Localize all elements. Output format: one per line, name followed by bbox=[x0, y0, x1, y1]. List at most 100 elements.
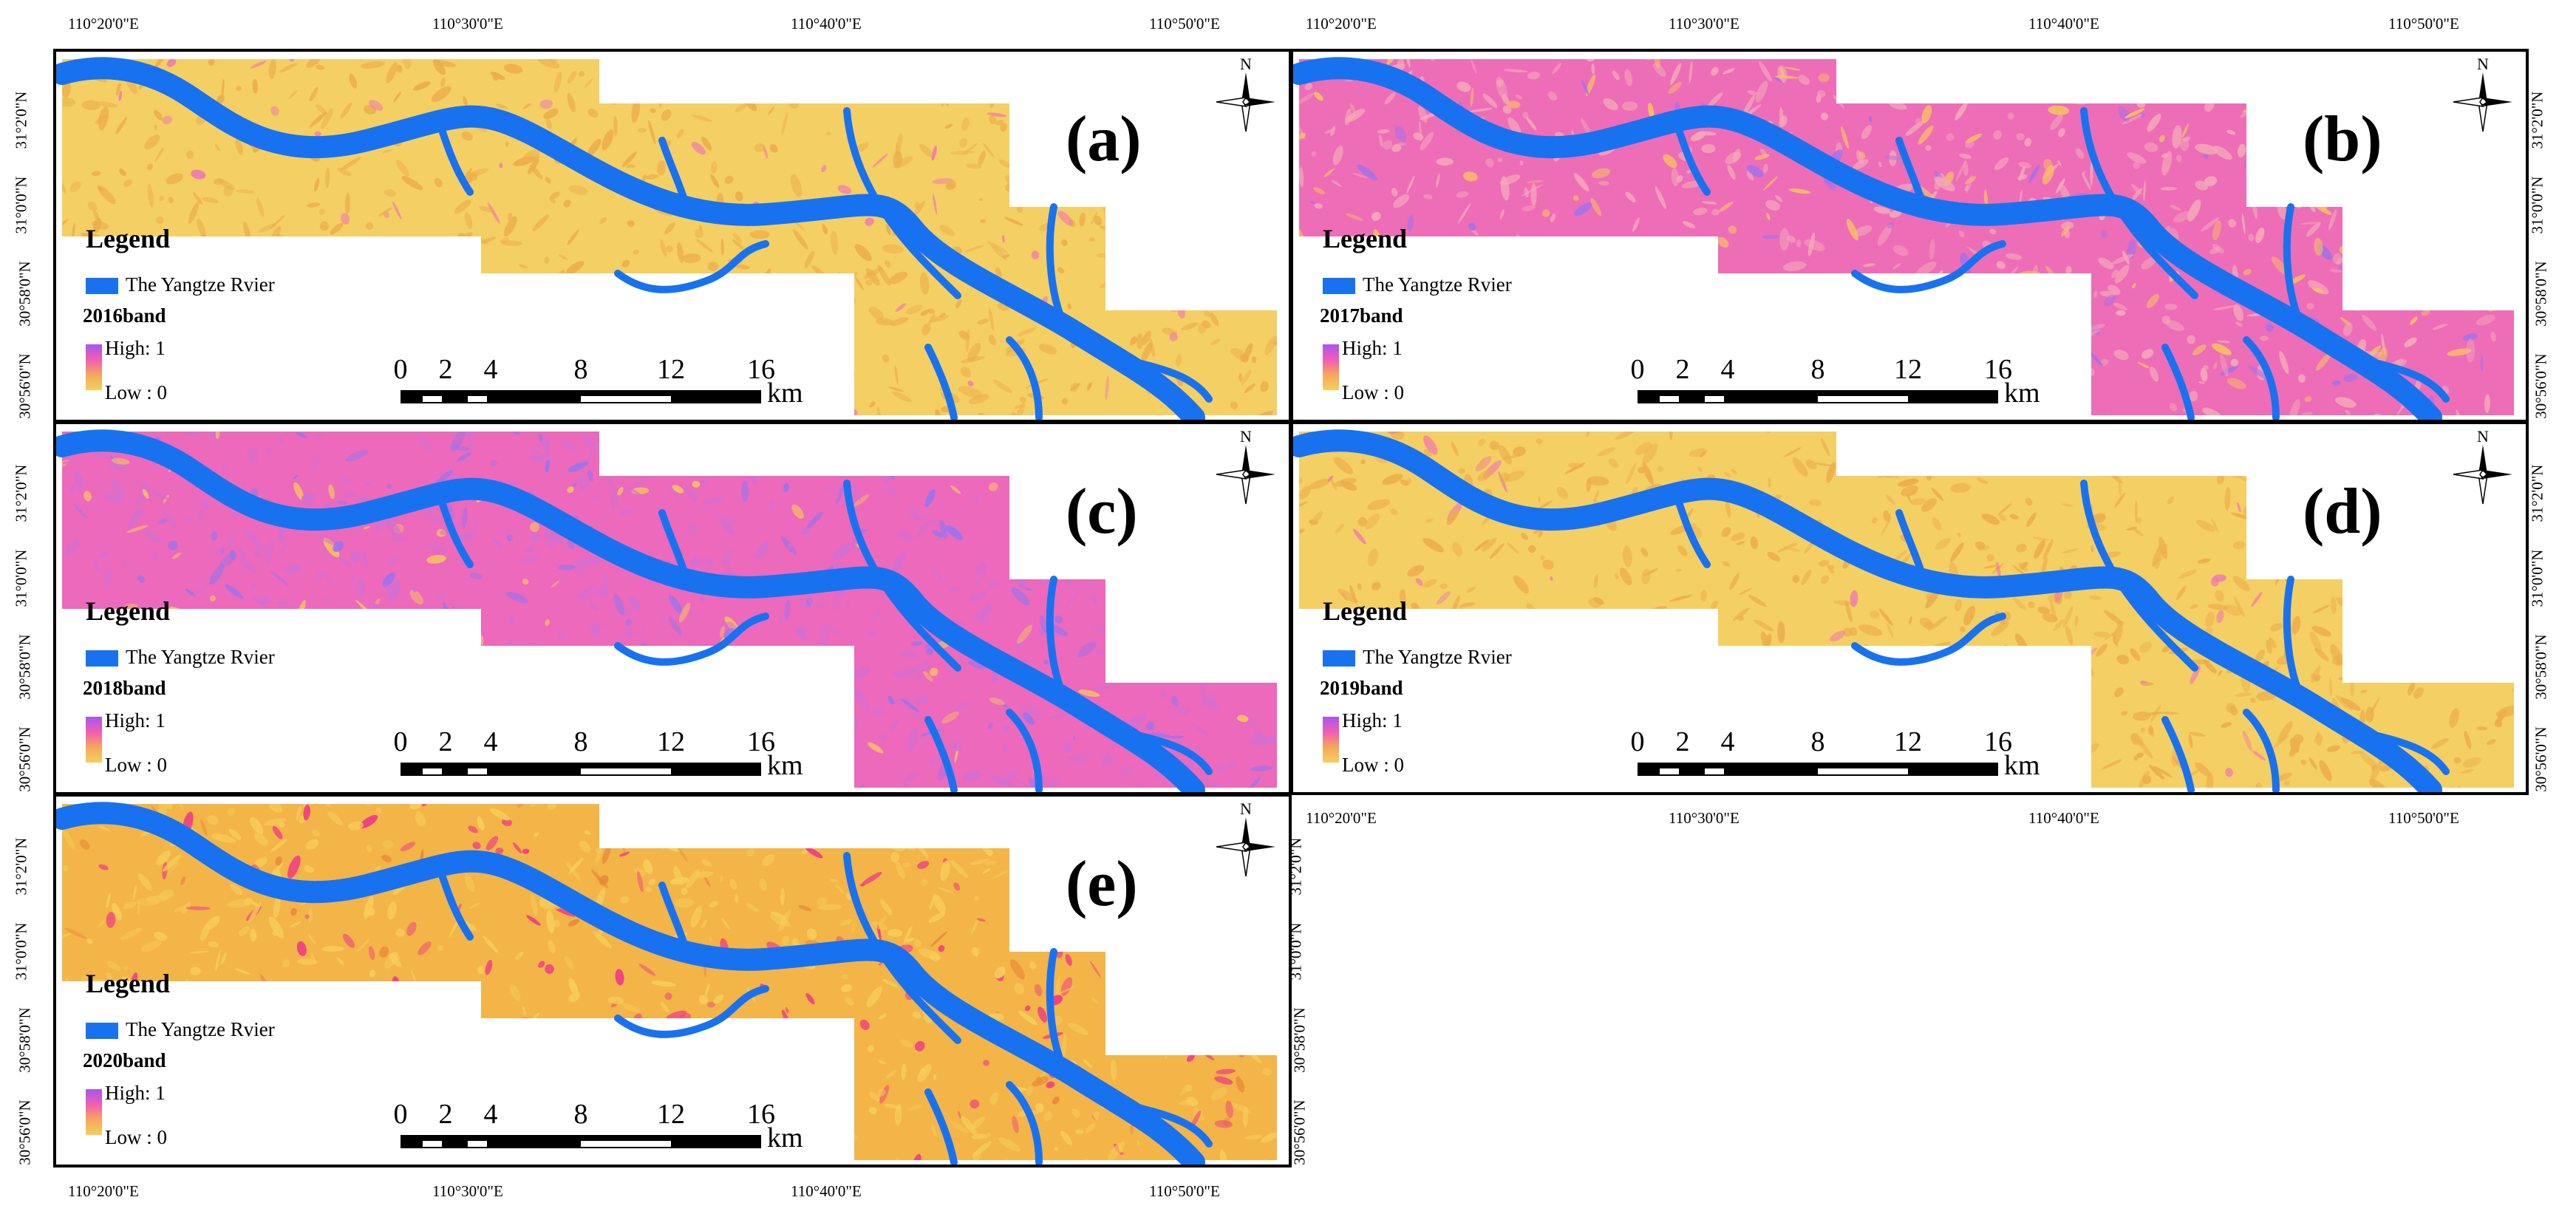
scale-bar-segment bbox=[581, 396, 671, 402]
color-ramp bbox=[1323, 344, 1339, 390]
svg-text:N: N bbox=[2477, 56, 2489, 73]
map-panel-b: (b) N Legend The Yangtze Rvier 2017band … bbox=[1290, 49, 2529, 423]
tributary bbox=[1046, 203, 1065, 321]
scale-bar-segment bbox=[581, 1141, 671, 1147]
left-lat-row2-1: 31°2'0"N bbox=[12, 464, 30, 522]
panel-label: (b) bbox=[2303, 103, 2382, 175]
legend-title: Legend bbox=[1323, 596, 1408, 626]
high-label: High: 1 bbox=[105, 337, 166, 359]
river-swatch bbox=[86, 1023, 118, 1039]
right-lat-row1-1: 31°2'0"N bbox=[2528, 91, 2546, 149]
right-lat-row1-2: 31°0'0"N bbox=[2528, 176, 2546, 234]
tributary bbox=[2243, 336, 2280, 420]
svg-text:N: N bbox=[1240, 429, 1252, 446]
left-lat-row3-1: 31°2'0"N bbox=[12, 837, 30, 896]
band-label: 2020band bbox=[83, 1049, 166, 1071]
svg-text:N: N bbox=[2477, 429, 2489, 446]
scale-tick-label: 2 bbox=[438, 1099, 453, 1130]
high-label: High: 1 bbox=[1342, 337, 1403, 359]
top-lon-label-6: 110°30'0"E bbox=[1669, 15, 1740, 33]
river-label: The Yangtze Rvier bbox=[126, 1018, 275, 1040]
low-label: Low : 0 bbox=[1342, 381, 1404, 403]
scale-tick-label: 12 bbox=[1894, 354, 1922, 385]
scale-tick-label: 8 bbox=[573, 1099, 588, 1130]
scale-bar-segment bbox=[423, 768, 442, 774]
raster-map bbox=[56, 57, 1277, 420]
tributary bbox=[2243, 709, 2280, 792]
right-lat-row3-4: 30°56'0"N bbox=[1290, 1100, 1309, 1165]
scale-tick-label: 2 bbox=[1675, 354, 1690, 385]
tributary bbox=[1674, 122, 1711, 196]
tributary bbox=[1131, 1103, 1213, 1148]
tributary bbox=[843, 852, 961, 1044]
legend-title: Legend bbox=[86, 596, 171, 626]
tributary bbox=[437, 494, 474, 568]
scale-bar-segment bbox=[1818, 768, 1908, 774]
scale-tick-label: 0 bbox=[1630, 726, 1645, 757]
high-label: High: 1 bbox=[1342, 709, 1403, 732]
tributary bbox=[614, 985, 769, 1038]
legend-title: Legend bbox=[86, 224, 171, 253]
bot-lon-label-1: 110°20'0"E bbox=[68, 1182, 139, 1200]
right-lat-row2-4: 30°56'0"N bbox=[2532, 726, 2550, 792]
left-lat-row2-3: 30°58'0"N bbox=[16, 634, 34, 700]
tributary bbox=[843, 480, 961, 672]
scale-tick-label: 4 bbox=[1720, 726, 1735, 757]
panel-label: (e) bbox=[1066, 848, 1138, 920]
tributary bbox=[924, 1088, 958, 1165]
scale-tick-label: 8 bbox=[1810, 354, 1825, 385]
color-ramp bbox=[86, 717, 102, 763]
scale-bar-segment bbox=[1705, 396, 1724, 402]
legend-title: Legend bbox=[1323, 224, 1408, 253]
yangtze-river bbox=[56, 429, 1205, 792]
low-label: Low : 0 bbox=[105, 381, 167, 403]
right-lat-row2-2: 31°0'0"N bbox=[2528, 549, 2546, 607]
scale-tick-label: 0 bbox=[393, 1099, 408, 1130]
tributary bbox=[1895, 509, 1925, 576]
river-swatch bbox=[86, 650, 118, 667]
scale-tick-label: 4 bbox=[483, 1099, 498, 1130]
yangtze-river bbox=[1293, 57, 2442, 420]
scale-bar-segment bbox=[1705, 768, 1724, 774]
scale-bar-segment bbox=[1818, 396, 1908, 402]
tributary bbox=[1006, 1081, 1043, 1165]
mid-lon-label-4: 110°50'0"E bbox=[2388, 809, 2459, 827]
top-lon-label-1: 110°20'0"E bbox=[68, 15, 139, 33]
legend-title: Legend bbox=[86, 969, 171, 998]
raster-map bbox=[56, 429, 1277, 792]
tributary bbox=[437, 122, 474, 196]
tributary bbox=[658, 137, 688, 203]
tributary bbox=[2368, 731, 2450, 775]
tributary bbox=[1851, 240, 2006, 293]
right-lat-row3-3: 30°58'0"N bbox=[1290, 1007, 1309, 1073]
right-lat-row2-1: 31°2'0"N bbox=[2528, 464, 2546, 522]
scale-bar-segment bbox=[468, 768, 487, 774]
top-lon-label-7: 110°40'0"E bbox=[2028, 15, 2099, 33]
scale-tick-label: 12 bbox=[1894, 726, 1922, 757]
scale-bar-segment bbox=[468, 396, 487, 402]
left-lat-row3-4: 30°56'0"N bbox=[16, 1100, 34, 1165]
tributary bbox=[924, 716, 958, 792]
river-label: The Yangtze Rvier bbox=[126, 273, 275, 296]
color-ramp bbox=[86, 344, 102, 390]
left-lat-row2-2: 31°0'0"N bbox=[12, 549, 30, 607]
scale-bar-track bbox=[1638, 390, 1998, 403]
top-lon-label-4: 110°50'0"E bbox=[1149, 15, 1220, 33]
color-ramp bbox=[1323, 717, 1339, 763]
left-lat-row3-3: 30°58'0"N bbox=[16, 1007, 34, 1073]
left-lat-row1-2: 31°0'0"N bbox=[12, 176, 30, 234]
bot-lon-label-4: 110°50'0"E bbox=[1149, 1182, 1220, 1200]
tributary bbox=[1895, 137, 1925, 203]
scale-tick-label: 16 bbox=[747, 1099, 775, 1130]
panel-label: (d) bbox=[2303, 476, 2382, 548]
scale-tick-label: 8 bbox=[573, 354, 588, 385]
band-label: 2017band bbox=[1320, 304, 1403, 327]
scale-unit: km bbox=[2004, 378, 2040, 409]
scale-bar-track bbox=[401, 1135, 761, 1148]
tributary bbox=[1006, 709, 1043, 792]
scale-bar-segment bbox=[423, 396, 442, 402]
raster-map bbox=[1293, 429, 2514, 792]
scale-unit: km bbox=[767, 750, 803, 781]
scale-tick-label: 2 bbox=[1675, 726, 1690, 757]
tributary bbox=[2161, 344, 2195, 420]
